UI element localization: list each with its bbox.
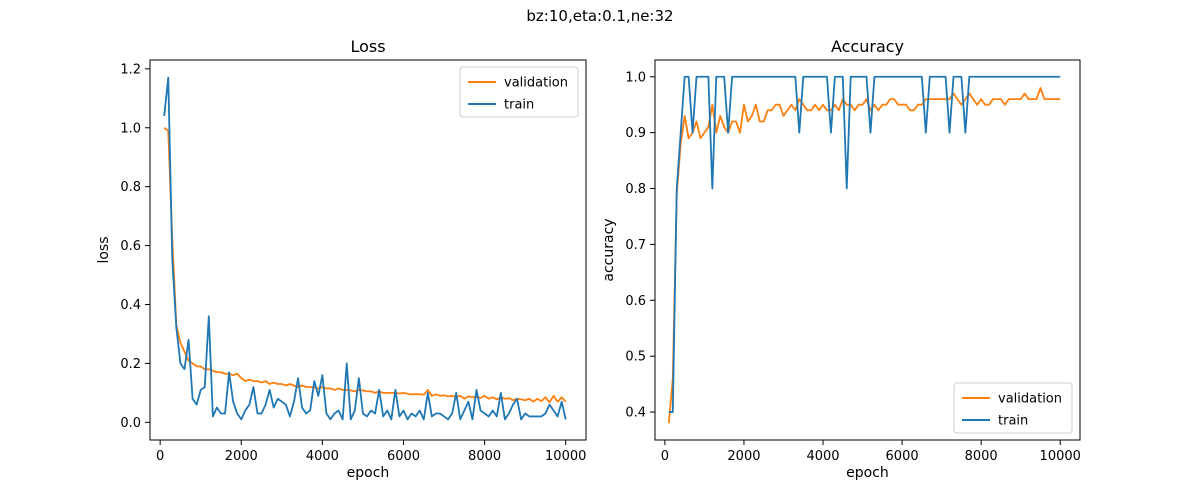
loss-ytick-label: 0.2 — [120, 357, 141, 372]
accuracy-ylabel: accuracy — [601, 218, 617, 281]
accuracy-xtick-label: 8000 — [965, 449, 998, 464]
accuracy-xtick-label: 0 — [661, 449, 669, 464]
loss-xtick-label: 6000 — [387, 449, 420, 464]
loss-xtick-label: 10000 — [545, 449, 586, 464]
accuracy-axes-frame — [654, 59, 1081, 441]
loss-ytick-label: 0.4 — [120, 298, 141, 313]
accuracy-ytick-label: 0.9 — [625, 126, 646, 141]
accuracy-series-train — [668, 75, 1061, 413]
accuracy-ytick-label: 0.6 — [625, 294, 646, 309]
loss-ytick-label: 1.2 — [120, 62, 141, 77]
loss-title: Loss — [350, 37, 385, 56]
loss-xtick-label: 4000 — [306, 449, 339, 464]
loss-ytick-label: 0.8 — [120, 180, 141, 195]
accuracy-xtick-label: 10000 — [1040, 449, 1081, 464]
accuracy-xtick-label: 2000 — [727, 449, 760, 464]
accuracy-ytick-label: 0.8 — [625, 182, 646, 197]
accuracy-ytick-label: 0.5 — [625, 350, 646, 365]
loss-legend-label-validation: validation — [504, 76, 568, 91]
loss-axes-frame — [149, 59, 587, 441]
loss-xtick-label: 8000 — [468, 449, 501, 464]
accuracy-ytick-label: 0.4 — [625, 406, 646, 421]
accuracy-plot: 0 2000 4000 6000 8000 10000 0.4 0.5 0.6 0.7 0.8 0.9… — [601, 37, 1081, 481]
loss-ylabel: loss — [96, 236, 112, 263]
loss-legend-label-train: train — [504, 98, 534, 113]
loss-legend: validation train — [459, 66, 579, 118]
loss-xlabel: epoch — [347, 465, 390, 481]
accuracy-title: Accuracy — [831, 37, 904, 56]
accuracy-ytick-label: 1.0 — [625, 70, 646, 85]
loss-series-validation — [163, 127, 567, 404]
figure-suptitle: bz:10,eta:0.1,ne:32 — [526, 7, 673, 25]
loss-ytick-label: 0.6 — [120, 239, 141, 254]
loss-xtick-label: 2000 — [225, 449, 258, 464]
loss-series-train — [163, 76, 567, 421]
accuracy-series-validation — [667, 87, 1061, 424]
accuracy-legend-label-train: train — [998, 414, 1028, 429]
accuracy-legend: validation train — [953, 382, 1073, 434]
accuracy-xlabel: epoch — [846, 465, 889, 481]
accuracy-ytick-label: 0.7 — [625, 238, 646, 253]
accuracy-xtick-label: 4000 — [806, 449, 839, 464]
loss-ytick-label: 0.0 — [120, 416, 141, 431]
loss-plot: 0 2000 4000 6000 8000 10000 0.0 0.2 0.4 0.6 0.8 1.0… — [96, 37, 587, 481]
accuracy-xtick-label: 6000 — [886, 449, 919, 464]
loss-xtick-label: 0 — [156, 449, 164, 464]
loss-ytick-label: 1.0 — [120, 121, 141, 136]
accuracy-legend-label-validation: validation — [998, 392, 1062, 407]
